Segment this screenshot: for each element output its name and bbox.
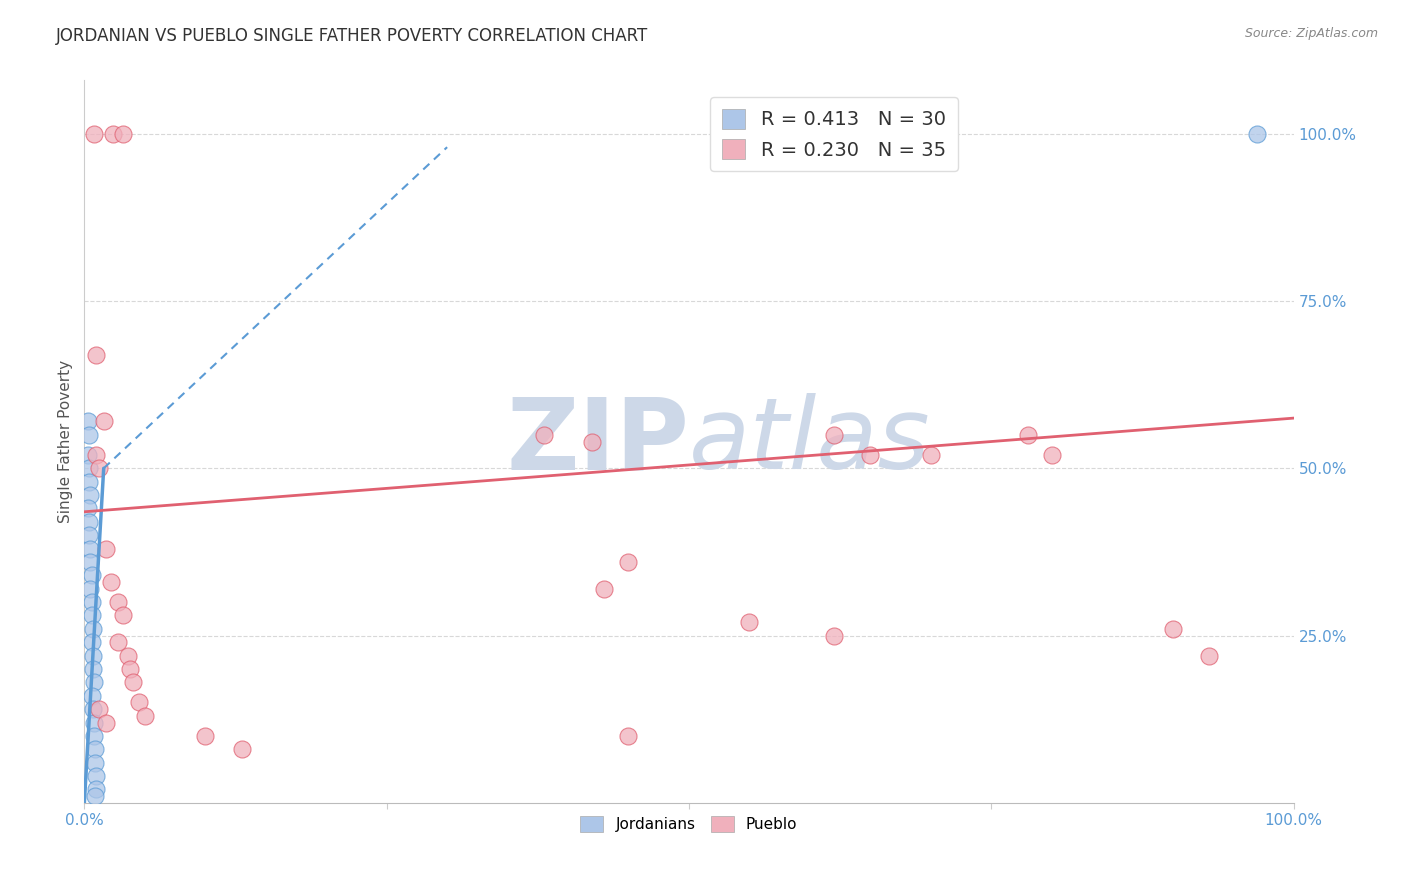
- Point: [920, 448, 942, 462]
- Point: [84, 756, 107, 770]
- Point: [79, 541, 101, 556]
- Point: [87, 461, 110, 475]
- Point: [84, 789, 107, 804]
- Point: [86, 782, 108, 797]
- Point: [86, 769, 108, 783]
- Point: [77, 501, 100, 516]
- Point: [93, 414, 115, 429]
- Point: [80, 608, 103, 623]
- Point: [823, 427, 845, 442]
- Point: [107, 595, 129, 609]
- Point: [80, 568, 103, 582]
- Point: [83, 715, 105, 730]
- Point: [86, 348, 108, 362]
- Point: [80, 689, 103, 703]
- Point: [77, 515, 100, 529]
- Text: atlas: atlas: [689, 393, 931, 490]
- Point: [77, 475, 100, 489]
- Point: [77, 528, 100, 542]
- Point: [823, 628, 845, 642]
- Point: [128, 696, 150, 710]
- Point: [80, 595, 103, 609]
- Point: [1017, 427, 1039, 442]
- Point: [617, 555, 640, 569]
- Point: [94, 715, 117, 730]
- Point: [1246, 127, 1268, 141]
- Point: [79, 582, 101, 596]
- Point: [120, 662, 142, 676]
- Point: [82, 702, 104, 716]
- Point: [83, 729, 105, 743]
- Point: [134, 708, 156, 723]
- Point: [77, 414, 100, 429]
- Point: [82, 648, 104, 663]
- Point: [77, 427, 100, 442]
- Point: [87, 702, 110, 716]
- Point: [83, 127, 105, 141]
- Point: [94, 541, 117, 556]
- Y-axis label: Single Father Poverty: Single Father Poverty: [58, 360, 73, 523]
- Point: [100, 575, 122, 590]
- Point: [80, 635, 103, 649]
- Point: [82, 622, 104, 636]
- Text: JORDANIAN VS PUEBLO SINGLE FATHER POVERTY CORRELATION CHART: JORDANIAN VS PUEBLO SINGLE FATHER POVERT…: [56, 27, 648, 45]
- Point: [112, 127, 135, 141]
- Point: [593, 582, 616, 596]
- Point: [86, 448, 108, 462]
- Point: [1161, 622, 1184, 636]
- Point: [83, 675, 105, 690]
- Point: [84, 742, 107, 756]
- Point: [617, 729, 640, 743]
- Point: [77, 448, 100, 462]
- Point: [103, 127, 125, 141]
- Point: [79, 488, 101, 502]
- Point: [1040, 448, 1063, 462]
- Point: [112, 608, 135, 623]
- Point: [738, 615, 761, 630]
- Legend: Jordanians, Pueblo: Jordanians, Pueblo: [574, 810, 804, 838]
- Point: [77, 461, 100, 475]
- Point: [581, 434, 603, 449]
- Point: [121, 675, 143, 690]
- Text: ZIP: ZIP: [506, 393, 689, 490]
- Point: [194, 729, 217, 743]
- Point: [231, 742, 253, 756]
- Point: [1198, 648, 1220, 663]
- Point: [107, 635, 129, 649]
- Point: [117, 648, 139, 663]
- Point: [79, 555, 101, 569]
- Point: [859, 448, 882, 462]
- Point: [82, 662, 104, 676]
- Point: [533, 427, 555, 442]
- Text: Source: ZipAtlas.com: Source: ZipAtlas.com: [1244, 27, 1378, 40]
